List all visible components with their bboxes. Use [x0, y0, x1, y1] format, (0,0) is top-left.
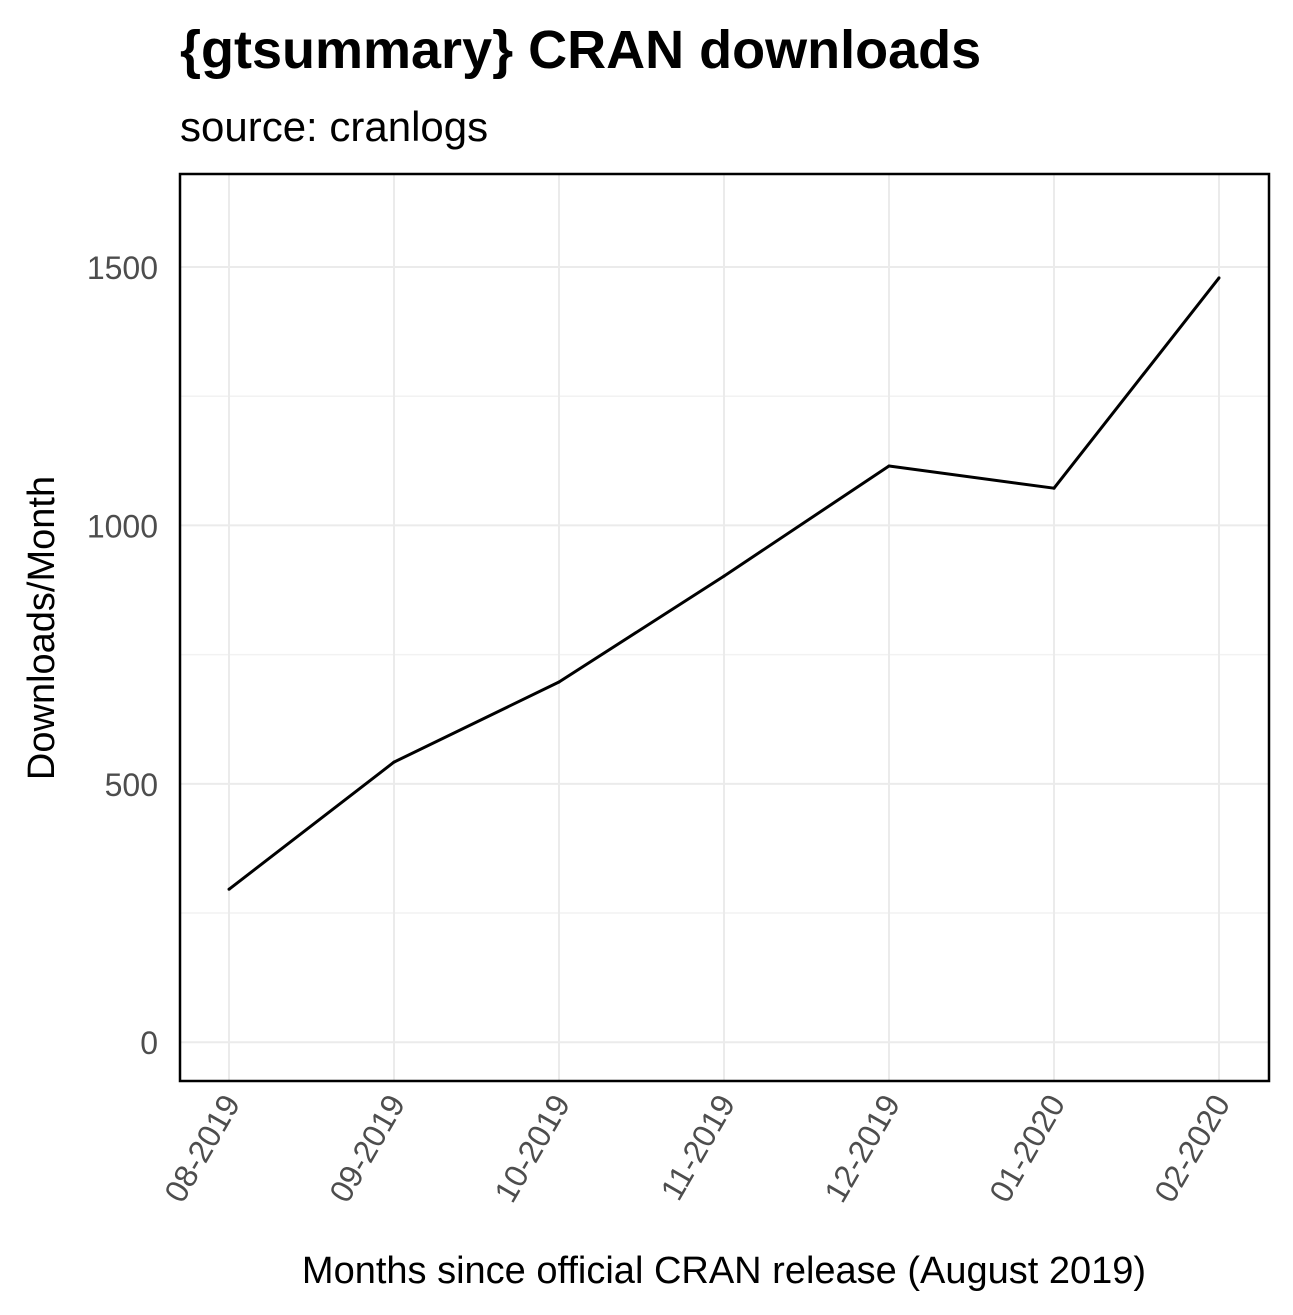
x-tick-label-0: 08-2019	[157, 1089, 247, 1209]
data-point-3	[722, 574, 726, 578]
chart-title: {gtsummary} CRAN downloads	[180, 20, 981, 80]
y-tick-label-0: 0	[140, 1025, 158, 1061]
data-point-1	[392, 760, 396, 764]
y-axis-title: Downloads/Month	[21, 476, 63, 780]
series-layer	[227, 276, 1221, 891]
data-point-6	[1217, 276, 1221, 280]
y-tick-label-1: 500	[105, 767, 158, 803]
x-axis-ticks: 08-2019 09-2019 10-2019 11-2019 12-2019 01-20…	[157, 1089, 1237, 1209]
chart-subtitle: source: cranlogs	[180, 103, 488, 150]
x-tick-label-6: 02-2020	[1147, 1089, 1237, 1209]
x-tick-label-3: 11-2019	[653, 1089, 742, 1207]
data-point-4	[887, 464, 891, 468]
x-tick-label-1: 09-2019	[322, 1089, 412, 1209]
data-point-0	[227, 887, 231, 891]
y-axis-ticks: 0 500 1000 1500	[87, 250, 158, 1061]
x-axis-title: Months since official CRAN release (Augu…	[302, 1250, 1146, 1292]
x-tick-label-2: 10-2019	[487, 1089, 577, 1209]
y-tick-label-3: 1500	[87, 250, 158, 286]
plot-panel-border	[178, 172, 1271, 1083]
grid	[180, 174, 1269, 1081]
data-point-5	[1052, 486, 1056, 490]
y-tick-label-2: 1000	[87, 508, 158, 544]
x-tick-label-4: 12-2019	[817, 1089, 907, 1209]
x-tick-label-5: 01-2020	[982, 1089, 1072, 1209]
data-point-2	[557, 680, 561, 684]
